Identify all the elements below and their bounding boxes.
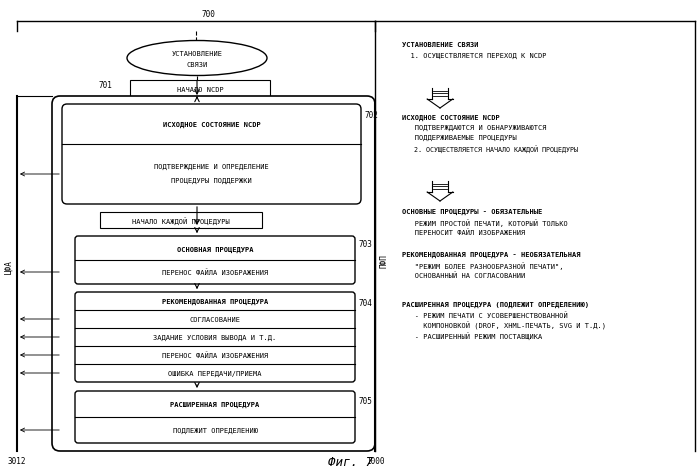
Text: ОСНОВНЫЕ ПРОЦЕДУРЫ - ОБЯЗАТЕЛЬНЫЕ: ОСНОВНЫЕ ПРОЦЕДУРЫ - ОБЯЗАТЕЛЬНЫЕ [402, 208, 542, 215]
Text: ОСНОВНАЯ ПРОЦЕДУРА: ОСНОВНАЯ ПРОЦЕДУРА [177, 247, 253, 253]
Text: НАЧАЛО NCDP: НАЧАЛО NCDP [177, 87, 224, 93]
Text: РАСШИРЕННАЯ ПРОЦЕДУРА: РАСШИРЕННАЯ ПРОЦЕДУРА [171, 401, 259, 407]
Bar [130, 81, 270, 99]
Text: СОГЛАСОВАНИЕ: СОГЛАСОВАНИЕ [189, 317, 240, 322]
Text: 1000: 1000 [366, 456, 384, 465]
Text: ПОДТВЕРЖДЕНИЕ И ОПРЕДЕЛЕНИЕ: ПОДТВЕРЖДЕНИЕ И ОПРЕДЕЛЕНИЕ [154, 164, 269, 170]
Text: ИСХОДНОЕ СОСТОЯНИЕ NCDP: ИСХОДНОЕ СОСТОЯНИЕ NCDP [163, 122, 260, 128]
Bar [100, 213, 262, 228]
Text: Фиг. 7: Фиг. 7 [328, 455, 373, 468]
Text: 3012: 3012 [8, 456, 27, 465]
Text: ЦФА: ЦФА [4, 259, 13, 273]
Text: 702: 702 [364, 110, 378, 119]
FancyBboxPatch shape [75, 237, 355, 284]
Text: ПОДЛЕЖИТ ОПРЕДЕЛЕНИЮ: ПОДЛЕЖИТ ОПРЕДЕЛЕНИЮ [173, 427, 257, 433]
Ellipse shape [127, 41, 267, 76]
Text: 2. ОСУЩЕСТВЛЯЕТСЯ НАЧАЛО КАЖДОЙ ПРОЦЕДУРЫ: 2. ОСУЩЕСТВЛЯЕТСЯ НАЧАЛО КАЖДОЙ ПРОЦЕДУР… [402, 145, 578, 152]
Text: ОСНОВАННЫЙ НА СОГЛАСОВАНИИ: ОСНОВАННЫЙ НА СОГЛАСОВАНИИ [402, 271, 525, 278]
Text: 1. ОСУЩЕСТВЛЯЕТСЯ ПЕРЕХОД К NCDP: 1. ОСУЩЕСТВЛЯЕТСЯ ПЕРЕХОД К NCDP [402, 53, 547, 59]
Text: НАЧАЛО КАЖДОЙ ПРОЦЕДУРЫ: НАЧАЛО КАЖДОЙ ПРОЦЕДУРЫ [132, 217, 230, 225]
Text: ПОДДЕРЖИВАЕМЫЕ ПРОЦЕДУРЫ: ПОДДЕРЖИВАЕМЫЕ ПРОЦЕДУРЫ [402, 135, 517, 141]
Text: ОШИБКА ПЕРЕДАЧИ/ПРИЕМА: ОШИБКА ПЕРЕДАЧИ/ПРИЕМА [168, 370, 261, 376]
Text: ИСХОДНОЕ СОСТОЯНИЕ NCDP: ИСХОДНОЕ СОСТОЯНИЕ NCDP [402, 115, 500, 121]
Text: 700: 700 [201, 10, 215, 19]
Text: РЕЖИМ ПРОСТОЙ ПЕЧАТИ, КОТОРЫЙ ТОЛЬКО: РЕЖИМ ПРОСТОЙ ПЕЧАТИ, КОТОРЫЙ ТОЛЬКО [402, 218, 568, 226]
Text: 704: 704 [358, 298, 372, 307]
Text: "РЕЖИМ БОЛЕЕ РАЗНООБРАЗНОЙ ПЕЧАТИ",: "РЕЖИМ БОЛЕЕ РАЗНООБРАЗНОЙ ПЕЧАТИ", [402, 261, 563, 269]
Text: ПЕРЕНОСИТ ФАЙЛ ИЗОБРАЖЕНИЯ: ПЕРЕНОСИТ ФАЙЛ ИЗОБРАЖЕНИЯ [402, 228, 525, 235]
Text: ЗАДАНИЕ УСЛОВИЯ ВЫВОДА И Т.Д.: ЗАДАНИЕ УСЛОВИЯ ВЫВОДА И Т.Д. [153, 334, 277, 340]
Text: РЕКОМЕНДОВАННАЯ ПРОЦЕДУРА: РЕКОМЕНДОВАННАЯ ПРОЦЕДУРА [162, 298, 268, 305]
Text: ПРОЦЕДУРЫ ПОДДЕРЖКИ: ПРОЦЕДУРЫ ПОДДЕРЖКИ [171, 178, 252, 184]
Text: УСТАНОВЛЕНИЕ: УСТАНОВЛЕНИЕ [171, 51, 222, 57]
FancyBboxPatch shape [52, 97, 375, 451]
Text: КОМПОНОВКОЙ (DROF, XHML-ПЕЧАТЬ, SVG И Т.Д.): КОМПОНОВКОЙ (DROF, XHML-ПЕЧАТЬ, SVG И Т.… [402, 321, 606, 329]
Text: - РАСШИРЕННЫЙ РЕЖИМ ПОСТАВЩИКА: - РАСШИРЕННЫЙ РЕЖИМ ПОСТАВЩИКА [402, 331, 542, 339]
Text: РЕКОМЕНДОВАННАЯ ПРОЦЕДУРА - НЕОБЯЗАТЕЛЬНАЯ: РЕКОМЕНДОВАННАЯ ПРОЦЕДУРА - НЕОБЯЗАТЕЛЬН… [402, 251, 580, 258]
FancyBboxPatch shape [75, 391, 355, 443]
Text: 705: 705 [358, 397, 372, 406]
Text: СВЯЗИ: СВЯЗИ [187, 62, 208, 68]
Text: ПЕРЕНОС ФАЙЛА ИЗОБРАЖЕНИЯ: ПЕРЕНОС ФАЙЛА ИЗОБРАЖЕНИЯ [162, 352, 268, 358]
Text: ПФП: ПФП [379, 254, 388, 268]
Text: - РЕЖИМ ПЕЧАТИ С УСОВЕРШЕНСТВОВАННОЙ: - РЕЖИМ ПЕЧАТИ С УСОВЕРШЕНСТВОВАННОЙ [402, 311, 568, 318]
Text: 703: 703 [358, 240, 372, 249]
FancyBboxPatch shape [62, 105, 361, 205]
Text: УСТАНОВЛЕНИЕ СВЯЗИ: УСТАНОВЛЕНИЕ СВЯЗИ [402, 42, 479, 48]
Text: ПЕРЕНОС ФАЙЛА ИЗОБРАЖЕНИЯ: ПЕРЕНОС ФАЙЛА ИЗОБРАЖЕНИЯ [162, 269, 268, 276]
Text: 701: 701 [98, 80, 112, 89]
FancyBboxPatch shape [75, 292, 355, 382]
Text: ПОДТВЕРЖДАЮТСЯ И ОБНАРУЖИВАЮТСЯ: ПОДТВЕРЖДАЮТСЯ И ОБНАРУЖИВАЮТСЯ [402, 125, 547, 131]
Text: РАСШИРЕННАЯ ПРОЦЕДУРА (ПОДЛЕЖИТ ОПРЕДЕЛЕНИЮ): РАСШИРЕННАЯ ПРОЦЕДУРА (ПОДЛЕЖИТ ОПРЕДЕЛЕ… [402, 301, 589, 307]
